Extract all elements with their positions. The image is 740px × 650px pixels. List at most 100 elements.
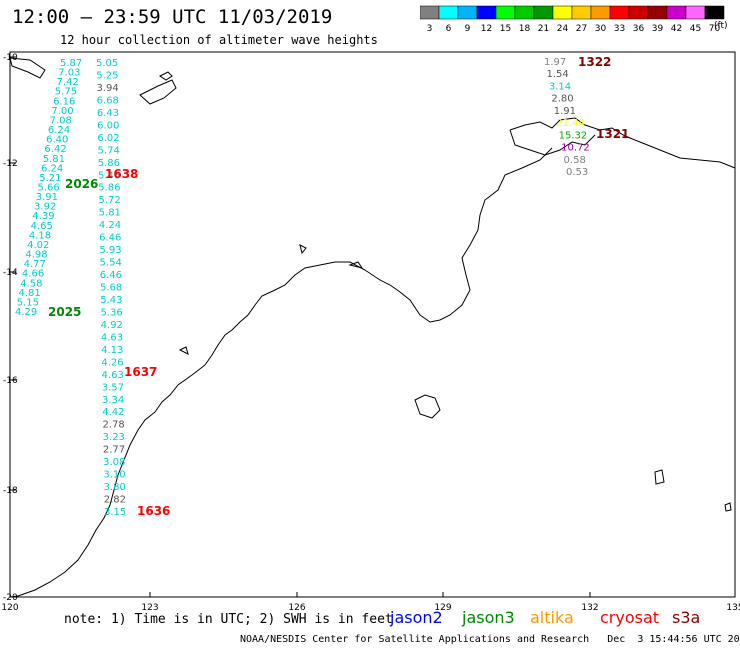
- swh-value: 5.68: [100, 283, 122, 294]
- swh-value: 5.75: [55, 87, 77, 98]
- swh-value: 5.93: [99, 245, 121, 256]
- swh-value: 7.42: [57, 77, 79, 88]
- swh-value: 6.02: [97, 133, 119, 144]
- colorbar-label: 45: [690, 24, 701, 34]
- swh-value: 0.58: [564, 155, 586, 166]
- swh-value: 3.23: [103, 432, 125, 443]
- swh-value: 4.66: [22, 269, 44, 280]
- axis-ticks: 120 123 126 129 132 135 -10 -12 -14 -16 -18 -20: [1, 53, 740, 613]
- swh-value: 2.82: [104, 495, 126, 506]
- x-tick-label: 135: [726, 603, 740, 613]
- swh-value: 2.80: [551, 94, 573, 105]
- swh-value: 6.46: [99, 233, 121, 244]
- swh-value: 4.29: [15, 307, 37, 318]
- swh-value: 6.43: [97, 108, 119, 119]
- swh-value: 3.08: [103, 457, 125, 468]
- map-subtitle: 12 hour collection of altimeter wave hei…: [60, 33, 378, 47]
- swh-value: 3.15: [104, 507, 126, 518]
- pass-time-label: 1638: [105, 167, 138, 181]
- swh-value: 1.97: [544, 57, 566, 68]
- swh-value: 5.86: [98, 183, 120, 194]
- swh-value: 4.26: [101, 357, 123, 368]
- colorbar-label: 36: [633, 24, 645, 34]
- y-tick-label: -14: [3, 268, 18, 278]
- pass-time-label: 2026: [65, 177, 98, 191]
- swh-value: 6.16: [53, 96, 75, 107]
- credit-line: NOAA/NESDIS Center for Satellite Applica…: [240, 634, 740, 645]
- swh-value: 5.54: [100, 258, 122, 269]
- colorbar-label: 15: [500, 24, 511, 34]
- swh-value: 4.02: [27, 240, 49, 251]
- swh-value: 4.81: [18, 288, 40, 299]
- x-tick-label: 120: [1, 603, 18, 613]
- colorbar-label: 39: [652, 24, 664, 34]
- swh-value: 6.24: [41, 163, 63, 174]
- satellite-name: jason2: [390, 608, 443, 627]
- swh-value: 5.21: [39, 173, 61, 184]
- swh-value: 6.46: [100, 270, 122, 281]
- x-tick-label: 126: [288, 603, 305, 613]
- swh-value: 6.40: [46, 135, 68, 146]
- satellite-name: altika: [530, 608, 574, 627]
- colorbar-label: 70: [709, 24, 721, 34]
- swh-value: 6.68: [97, 95, 119, 106]
- swh-value: 3.14: [549, 81, 571, 92]
- swh-value: 6.00: [97, 120, 119, 131]
- x-tick-label: 129: [434, 603, 451, 613]
- colorbar-label: 12: [481, 24, 492, 34]
- colorbar-label: 21: [538, 24, 549, 34]
- colorbar-unit: (ft): [714, 21, 728, 31]
- footnote: note: 1) Time is in UTC; 2) SWH is in fe…: [64, 612, 393, 627]
- swh-value: 5.05: [96, 58, 118, 69]
- swh-value: 1.54: [546, 69, 568, 80]
- swh-value: 6.42: [44, 144, 66, 155]
- swh-value: 10.72: [561, 143, 590, 154]
- colorbar-label: 18: [519, 24, 531, 34]
- map-frame: [9, 51, 736, 598]
- y-tick-label: -18: [3, 486, 18, 496]
- swh-value: 7.00: [51, 106, 73, 117]
- swh-value: 5.43: [100, 295, 122, 306]
- swh-value: 5.36: [100, 307, 122, 318]
- swh-value: 7.08: [50, 115, 72, 126]
- coastline: [9, 57, 736, 598]
- map-title: 12:00 – 23:59 UTC 11/03/2019: [12, 6, 333, 28]
- swh-value: 5.81: [99, 208, 121, 219]
- colorbar-label: 42: [671, 24, 682, 34]
- swh-value: 4.98: [25, 250, 47, 261]
- y-tick-label: -10: [3, 53, 18, 63]
- x-tick-label: 123: [141, 603, 158, 613]
- swh-value: 6.24: [48, 125, 70, 136]
- swh-value: 3.80: [104, 482, 126, 493]
- swh-value: 4.77: [24, 259, 46, 270]
- y-tick-label: -20: [3, 593, 18, 603]
- y-tick-label: -16: [3, 376, 18, 386]
- swh-value: 4.65: [31, 221, 53, 232]
- colorbar-label: 6: [446, 24, 452, 34]
- swh-value: 4.63: [102, 370, 124, 381]
- swh-value: 5.66: [38, 183, 60, 194]
- pass-time-label: 2025: [48, 305, 81, 319]
- swh-value: 7.03: [58, 68, 80, 79]
- swh-value: 4.13: [101, 345, 123, 356]
- satellite-name: cryosat: [600, 608, 660, 627]
- swh-value: 5.87: [60, 58, 82, 69]
- swh-value: 3.10: [103, 470, 125, 481]
- swh-value: 2.77: [103, 445, 125, 456]
- swh-value: 5.15: [17, 297, 39, 308]
- colorbar-label: 27: [576, 24, 587, 34]
- x-tick-label: 132: [581, 603, 598, 613]
- swh-value: 4.42: [102, 407, 124, 418]
- swh-value: 21.44: [556, 118, 585, 129]
- colorbar-label: 24: [557, 24, 569, 34]
- swh-value: 4.18: [29, 230, 51, 241]
- swh-value: 5.74: [98, 145, 120, 156]
- wave-height-colorbar: 3 6 9 12 15 18 21 24 27 30 33 36 39 42 45 70: [420, 5, 725, 34]
- swh-value: 5.46: [98, 170, 120, 181]
- swh-value: 5.81: [43, 154, 65, 165]
- swh-value: 15.32: [559, 130, 588, 141]
- swh-value: 4.63: [101, 332, 123, 343]
- swh-value: 5.25: [96, 70, 118, 81]
- swh-value: 3.94: [96, 83, 118, 94]
